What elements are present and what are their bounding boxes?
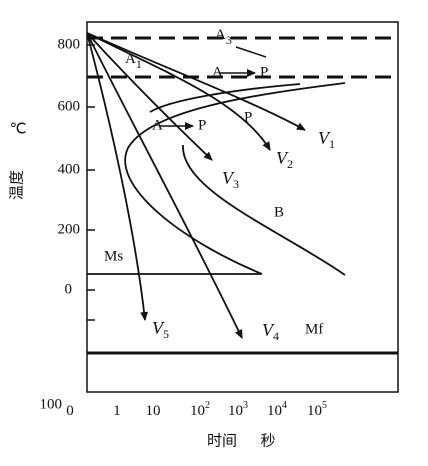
label-p_mid: P <box>244 109 252 125</box>
bainite-finish-curve <box>182 144 346 276</box>
label-a3: A3 <box>215 27 232 46</box>
cooling-v1 <box>86 32 306 131</box>
tick-base: 10 <box>307 403 322 419</box>
tick-base: 0 <box>66 403 74 419</box>
x-title: 时间 <box>207 432 237 449</box>
transform-start-curve <box>124 82 346 275</box>
label-main: V <box>222 168 235 188</box>
tick-sup: 2 <box>205 400 210 411</box>
label-p_lower: P <box>198 117 206 133</box>
label-v2: V2 <box>276 148 293 171</box>
cooling-v4 <box>86 32 243 339</box>
label-b: B <box>274 204 284 220</box>
tick-sup: 3 <box>243 400 248 411</box>
label-main: V <box>262 320 275 340</box>
y-tick-label: 600 <box>58 98 81 114</box>
label-main: A <box>215 27 226 43</box>
tick-sup: 4 <box>282 400 287 411</box>
a3-pointer <box>235 46 267 58</box>
label-p_upper: P <box>260 64 268 80</box>
tick-base: 1 <box>113 403 121 419</box>
x-tick-label: 1 <box>113 403 121 419</box>
tick-base: 10 <box>267 403 282 419</box>
y-tick-label: 100 <box>40 396 63 412</box>
x-tick-label: 103 <box>228 400 248 419</box>
label-sub: 3 <box>233 177 239 191</box>
tick-base: 10 <box>146 403 161 419</box>
x-tick-label: 105 <box>307 400 327 419</box>
tick-sup: 5 <box>322 400 327 411</box>
y-tick-label: 400 <box>58 161 81 177</box>
label-sub: 3 <box>226 33 232 47</box>
y-tick-label: 0 <box>65 281 73 297</box>
label-sub: 5 <box>163 327 169 341</box>
label-v4: V4 <box>262 320 279 343</box>
label-main: V <box>318 128 331 148</box>
label-main: V <box>152 318 165 338</box>
cooling-v5 <box>86 32 149 321</box>
transform-finish-curve-top <box>149 83 301 113</box>
label-ms: Ms <box>104 248 123 264</box>
plot-frame <box>86 21 399 393</box>
label-sub: 1 <box>329 137 335 151</box>
x-tick-labels: 0 1 10 102 103 104 105 <box>66 400 327 419</box>
label-v1: V1 <box>318 128 335 151</box>
label-v5: V5 <box>152 318 169 341</box>
y-tick-label: 800 <box>58 36 81 52</box>
label-v3: V3 <box>222 168 239 191</box>
label-mf: Mf <box>305 321 323 337</box>
x-tick-label: 104 <box>267 400 287 419</box>
y-tick-label: 200 <box>58 221 81 237</box>
tick-base: 10 <box>190 403 205 419</box>
label-main: V <box>276 148 289 168</box>
label-sub: 2 <box>287 157 293 171</box>
y-ticks <box>87 44 95 321</box>
x-tick-label: 10 <box>146 403 161 419</box>
cooling-v2 <box>86 32 271 151</box>
tick-base: 10 <box>228 403 243 419</box>
label-a_lower: A <box>152 117 163 133</box>
y-title: 温度 <box>8 170 25 200</box>
x-tick-label: 0 <box>66 403 74 419</box>
x-tick-label: 102 <box>190 400 210 419</box>
y-unit: ℃ <box>10 121 27 137</box>
label-a1: A1 <box>125 51 142 70</box>
label-sub: 1 <box>136 57 142 71</box>
cooling-v3 <box>86 32 213 161</box>
label-main: A <box>125 51 136 67</box>
x-unit: 秒 <box>260 432 275 449</box>
label-a_upper: A <box>212 64 223 80</box>
label-sub: 4 <box>273 329 279 343</box>
